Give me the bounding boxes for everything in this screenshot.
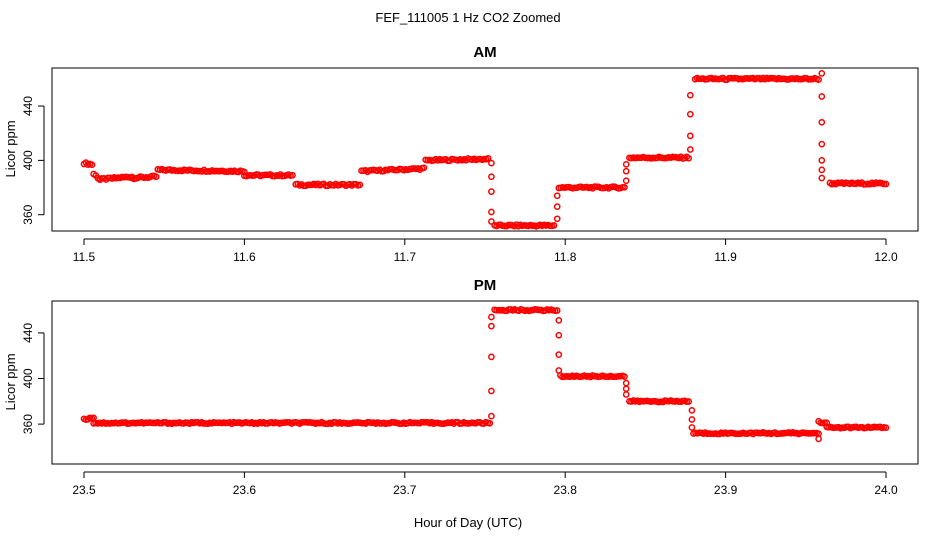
pm-panel: PM 23.5 23.6 23.7 23.8 23.9 24.0 360 400 440 Li…	[3, 277, 919, 497]
pm-x-tick-label: 23.8	[554, 483, 578, 497]
data-point	[555, 351, 563, 358]
pm-y-axis: 360 400 440	[21, 323, 45, 434]
data-point	[488, 218, 495, 225]
data-point	[621, 183, 628, 191]
data-point	[818, 140, 826, 148]
data-point	[488, 188, 495, 195]
data-point	[621, 373, 628, 380]
x-axis-label: Hour of Day (UTC)	[414, 515, 522, 530]
data-point	[488, 159, 495, 167]
pm-y-tick-label: 400	[21, 368, 35, 388]
am-y-axis: 360 400 440	[21, 96, 45, 225]
am-y-tick-label: 400	[21, 150, 35, 170]
am-panel-title: AM	[473, 44, 496, 61]
am-y-tick-label: 360	[21, 204, 35, 224]
data-point	[488, 353, 495, 361]
data-point	[484, 154, 492, 162]
data-point	[686, 132, 694, 140]
data-point	[818, 93, 826, 100]
am-y-tick-label: 440	[21, 96, 35, 116]
data-point	[555, 331, 563, 339]
pm-y-axis-label: Licor ppm	[3, 353, 18, 410]
data-point	[88, 161, 96, 169]
pm-x-tick-label: 23.5	[72, 483, 96, 497]
pm-x-tick-label: 23.7	[393, 483, 417, 497]
am-x-axis: 11.5 11.6 11.7 11.8 11.9 12.0	[73, 238, 898, 264]
data-point	[818, 70, 826, 77]
data-point	[686, 91, 694, 99]
data-point	[152, 173, 160, 181]
data-point	[818, 166, 826, 174]
data-point	[622, 391, 630, 398]
am-x-tick-label: 11.6	[233, 250, 256, 264]
data-point	[420, 164, 428, 172]
am-data-points	[80, 70, 890, 230]
data-point	[553, 192, 561, 200]
data-point	[488, 313, 495, 321]
data-point	[688, 416, 696, 423]
data-point	[686, 110, 694, 118]
data-point	[688, 424, 696, 431]
data-point	[622, 167, 630, 175]
pm-y-tick-label: 360	[21, 414, 35, 434]
data-point	[486, 419, 494, 427]
data-point	[488, 387, 495, 395]
data-point	[818, 174, 826, 182]
am-x-tick-label: 11.5	[73, 250, 96, 264]
pm-panel-title: PM	[474, 277, 497, 294]
am-x-tick-label: 11.8	[554, 250, 577, 264]
data-point	[686, 146, 694, 153]
data-point	[622, 385, 630, 393]
pm-x-axis: 23.5 23.6 23.7 23.8 23.9 24.0	[72, 471, 898, 497]
data-point	[685, 398, 693, 405]
am-panel: AM 11.5 11.6 11.7 11.8 11.9 12.0 360 400 440 Li…	[3, 44, 919, 264]
data-point	[488, 412, 495, 420]
figure-title: FEF_111005 1 Hz CO2 Zoomed	[375, 10, 560, 25]
data-point	[882, 424, 890, 432]
data-point	[356, 181, 364, 189]
data-point	[622, 161, 630, 168]
data-point	[815, 76, 822, 83]
data-point	[553, 203, 561, 210]
data-point	[622, 379, 630, 387]
data-point	[553, 307, 561, 314]
data-point	[555, 367, 563, 374]
data-point	[685, 154, 693, 162]
data-point	[818, 157, 826, 164]
data-point	[818, 118, 826, 126]
am-x-tick-label: 11.7	[394, 250, 417, 264]
data-point	[622, 177, 630, 185]
data-point	[289, 171, 296, 179]
data-point	[488, 208, 495, 216]
am-y-axis-label: Licor ppm	[3, 120, 18, 177]
pm-x-tick-label: 23.9	[714, 483, 738, 497]
pm-x-tick-label: 24.0	[874, 483, 898, 497]
am-plot-frame	[51, 67, 919, 232]
data-point	[815, 435, 822, 443]
data-point	[688, 407, 696, 414]
pm-plot-frame	[51, 300, 919, 465]
data-point	[488, 173, 495, 181]
data-point	[488, 322, 495, 330]
data-point	[550, 222, 558, 229]
data-point	[882, 180, 890, 188]
pm-data-points	[80, 306, 890, 443]
am-x-tick-label: 11.9	[714, 250, 737, 264]
pm-y-tick-label: 440	[21, 323, 35, 343]
data-point	[555, 317, 563, 324]
pm-x-tick-label: 23.6	[233, 483, 257, 497]
data-point	[553, 215, 561, 223]
am-x-tick-label: 12.0	[874, 250, 898, 264]
